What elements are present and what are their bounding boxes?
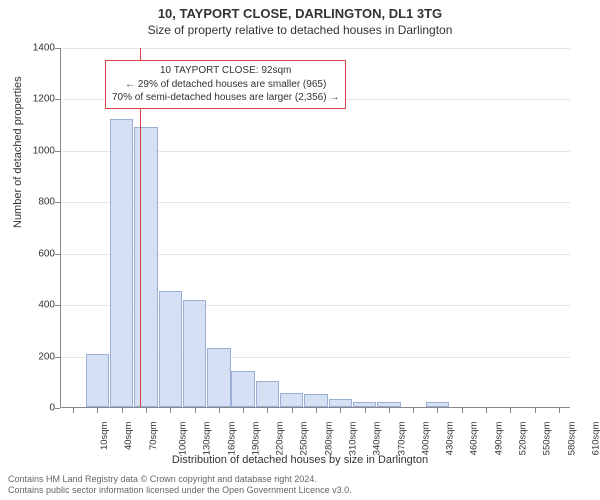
x-tick [243, 408, 244, 413]
histogram-bar [110, 119, 133, 407]
x-tick-label: 280sqm [323, 422, 334, 456]
x-tick-label: 610sqm [590, 422, 600, 456]
x-tick-label: 340sqm [372, 422, 383, 456]
x-tick [267, 408, 268, 413]
footer-line2: Contains public sector information licen… [8, 485, 592, 496]
x-tick [413, 408, 414, 413]
histogram-bar [231, 371, 254, 407]
y-tick [55, 202, 60, 203]
x-tick [73, 408, 74, 413]
x-tick-label: 220sqm [274, 422, 285, 456]
y-tick [55, 254, 60, 255]
y-tick [55, 48, 60, 49]
y-tick [55, 408, 60, 409]
x-tick-label: 490sqm [493, 422, 504, 456]
y-tick [55, 151, 60, 152]
histogram-bar [207, 348, 230, 407]
annotation-line2: ← 29% of detached houses are smaller (96… [112, 78, 339, 92]
histogram-bar [280, 393, 303, 407]
x-tick-label: 430sqm [444, 422, 455, 456]
y-tick-label: 1000 [25, 145, 55, 156]
y-tick-label: 600 [25, 248, 55, 259]
x-tick [146, 408, 147, 413]
y-tick-label: 800 [25, 197, 55, 208]
x-tick [365, 408, 366, 413]
x-tick-label: 580sqm [566, 422, 577, 456]
x-tick-label: 460sqm [469, 422, 480, 456]
x-tick [389, 408, 390, 413]
x-tick-label: 400sqm [420, 422, 431, 456]
x-tick [195, 408, 196, 413]
histogram-bar [353, 402, 376, 407]
y-tick-label: 1200 [25, 94, 55, 105]
x-tick-label: 70sqm [148, 422, 159, 451]
histogram-bar [426, 402, 449, 407]
x-tick-label: 520sqm [517, 422, 528, 456]
x-tick-label: 190sqm [250, 422, 261, 456]
x-tick [486, 408, 487, 413]
x-tick-label: 40sqm [123, 422, 134, 451]
x-tick [437, 408, 438, 413]
x-tick-label: 550sqm [542, 422, 553, 456]
x-tick-label: 130sqm [202, 422, 213, 456]
y-tick [55, 357, 60, 358]
histogram-bar [134, 127, 157, 407]
chart-area: 020040060080010001200140010sqm40sqm70sqm… [60, 48, 570, 408]
x-tick-label: 10sqm [99, 422, 110, 451]
grid-line [61, 48, 570, 49]
x-tick [292, 408, 293, 413]
footer-line1: Contains HM Land Registry data © Crown c… [8, 474, 592, 485]
footer-attribution: Contains HM Land Registry data © Crown c… [8, 474, 592, 497]
histogram-bar [256, 381, 279, 407]
x-tick [510, 408, 511, 413]
y-tick-label: 200 [25, 351, 55, 362]
x-tick [559, 408, 560, 413]
histogram-bar [183, 300, 206, 407]
x-tick [170, 408, 171, 413]
y-tick [55, 99, 60, 100]
chart-title-main: 10, TAYPORT CLOSE, DARLINGTON, DL1 3TG [0, 0, 600, 21]
annotation-line3: 70% of semi-detached houses are larger (… [112, 91, 339, 105]
y-tick-label: 1400 [25, 43, 55, 54]
histogram-bar [377, 402, 400, 407]
histogram-bar [329, 399, 352, 407]
x-tick [462, 408, 463, 413]
y-tick-label: 0 [25, 403, 55, 414]
x-tick [316, 408, 317, 413]
x-tick [219, 408, 220, 413]
plot-region: 020040060080010001200140010sqm40sqm70sqm… [60, 48, 570, 408]
chart-title-sub: Size of property relative to detached ho… [0, 21, 600, 37]
x-tick-label: 100sqm [177, 422, 188, 456]
x-tick-label: 370sqm [396, 422, 407, 456]
x-tick [535, 408, 536, 413]
x-tick [97, 408, 98, 413]
histogram-bar [86, 354, 109, 407]
histogram-bar [159, 291, 182, 407]
annotation-line1: 10 TAYPORT CLOSE: 92sqm [112, 64, 339, 78]
x-tick-label: 310sqm [347, 422, 358, 456]
x-tick [122, 408, 123, 413]
x-tick-label: 250sqm [299, 422, 310, 456]
y-axis-title: Number of detached properties [12, 76, 24, 228]
x-tick-label: 160sqm [226, 422, 237, 456]
x-tick [340, 408, 341, 413]
x-axis-title: Distribution of detached houses by size … [0, 454, 600, 466]
y-tick-label: 400 [25, 300, 55, 311]
y-tick [55, 305, 60, 306]
annotation-box: 10 TAYPORT CLOSE: 92sqm ← 29% of detache… [105, 60, 346, 109]
histogram-bar [304, 394, 327, 407]
